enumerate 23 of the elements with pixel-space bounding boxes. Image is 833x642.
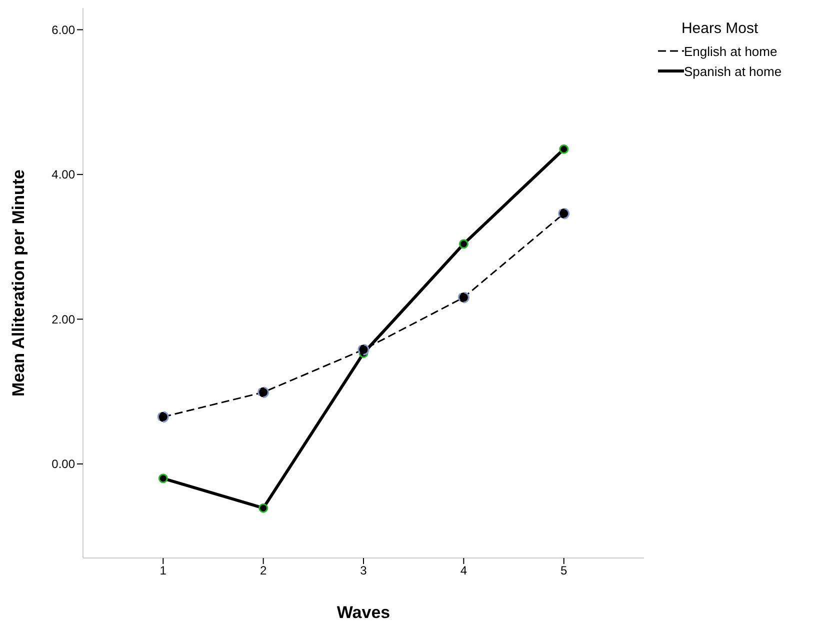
y-tick-label: 6.00	[52, 22, 76, 37]
x-tick-label: 5	[560, 564, 568, 578]
point	[157, 411, 169, 423]
x-tick-label: 1	[160, 564, 167, 578]
point	[258, 386, 270, 398]
point	[458, 292, 470, 304]
y-axis-title: Mean Alliteration per Minute	[9, 169, 28, 397]
point	[558, 208, 570, 220]
x-tick-label: 4	[460, 564, 468, 578]
point	[258, 503, 268, 513]
x-tick-label: 2	[260, 564, 267, 578]
point	[358, 344, 370, 356]
point	[458, 239, 468, 249]
y-tick-label: 4.00	[52, 168, 76, 182]
legend-title: Hears Most	[680, 20, 760, 37]
point	[158, 474, 168, 484]
legend-label: English at home	[684, 44, 778, 58]
y-tick-label: 0.00	[52, 457, 76, 472]
x-tick-label: 3	[360, 564, 368, 578]
point	[559, 144, 569, 154]
x-axis-title: Waves	[336, 603, 390, 622]
y-tick-label: 2.00	[52, 312, 76, 326]
legend-label: Spanish at home	[684, 64, 782, 78]
